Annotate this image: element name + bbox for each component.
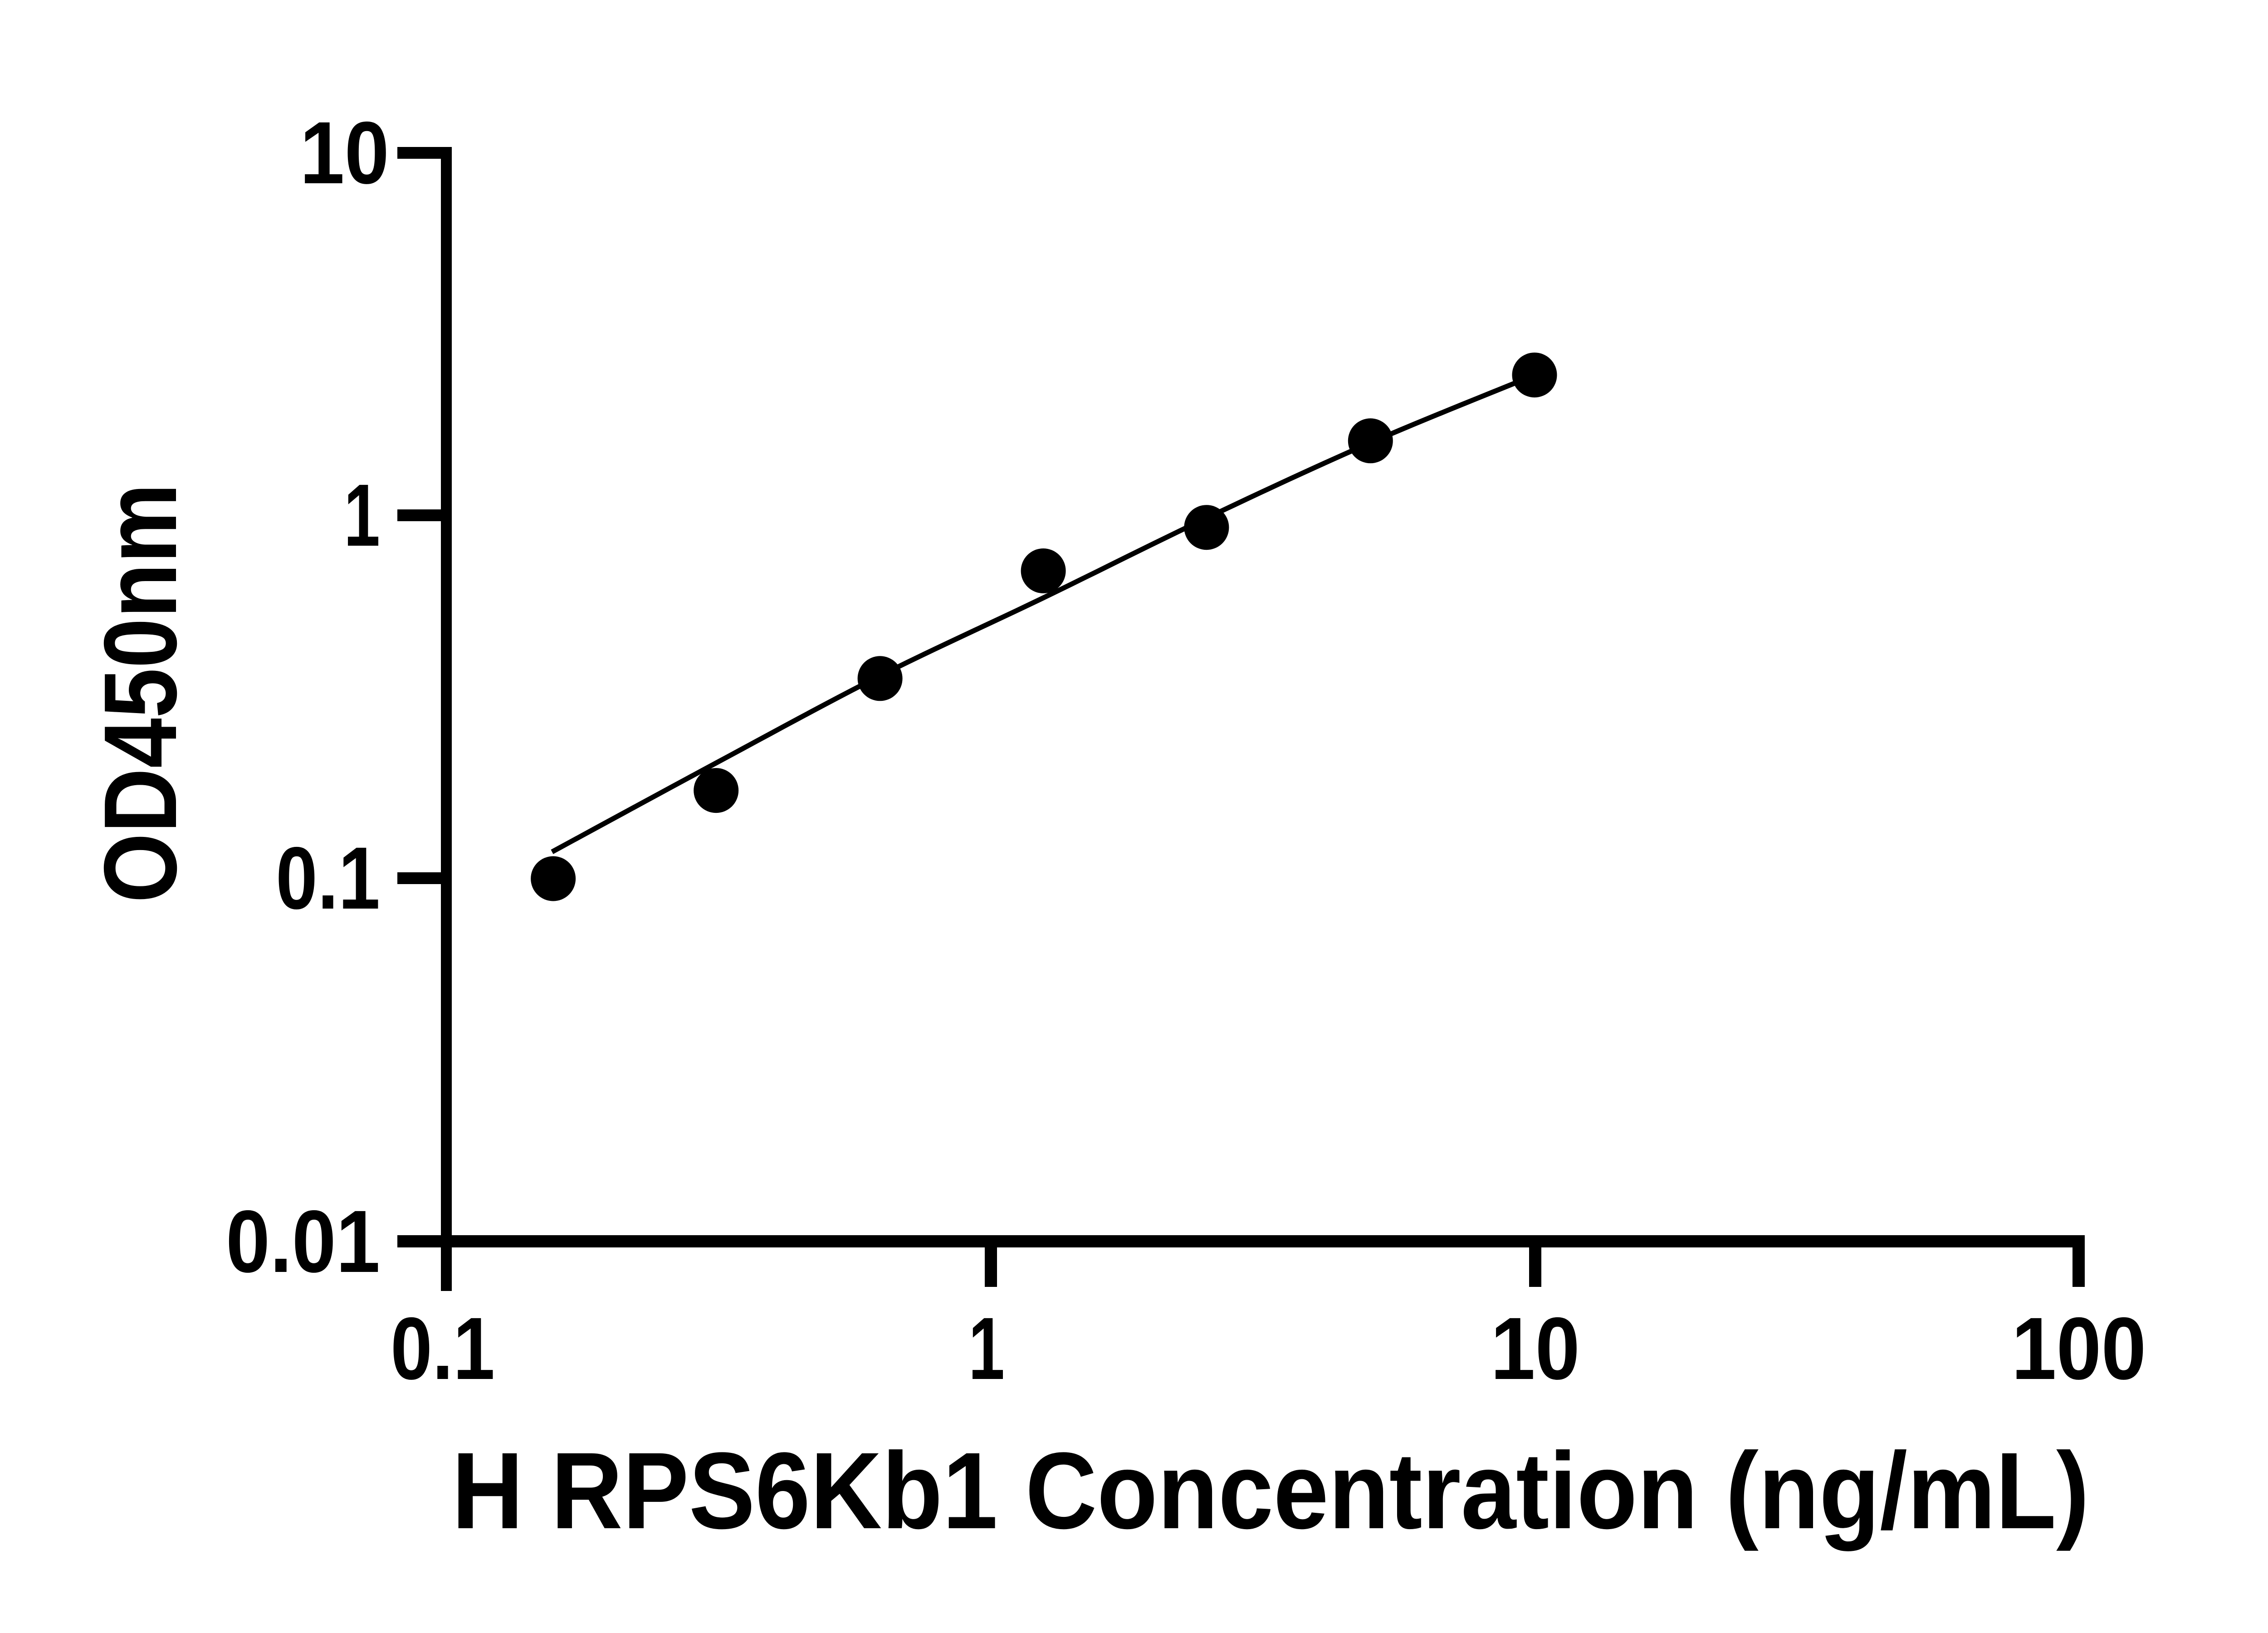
svg-text:0.01: 0.01 — [226, 1192, 380, 1291]
svg-text:1: 1 — [344, 466, 380, 565]
svg-text:100: 100 — [2012, 1299, 2146, 1398]
svg-text:OD450nm: OD450nm — [83, 484, 198, 903]
svg-text:H RPS6Kb1 Concentration (ng/mL: H RPS6Kb1 Concentration (ng/mL) — [452, 1430, 2089, 1551]
svg-text:0.1: 0.1 — [276, 829, 380, 928]
svg-text:1: 1 — [968, 1299, 1005, 1398]
svg-text:10: 10 — [300, 103, 389, 202]
svg-text:10: 10 — [1491, 1299, 1580, 1398]
svg-text:0.1: 0.1 — [391, 1299, 495, 1398]
